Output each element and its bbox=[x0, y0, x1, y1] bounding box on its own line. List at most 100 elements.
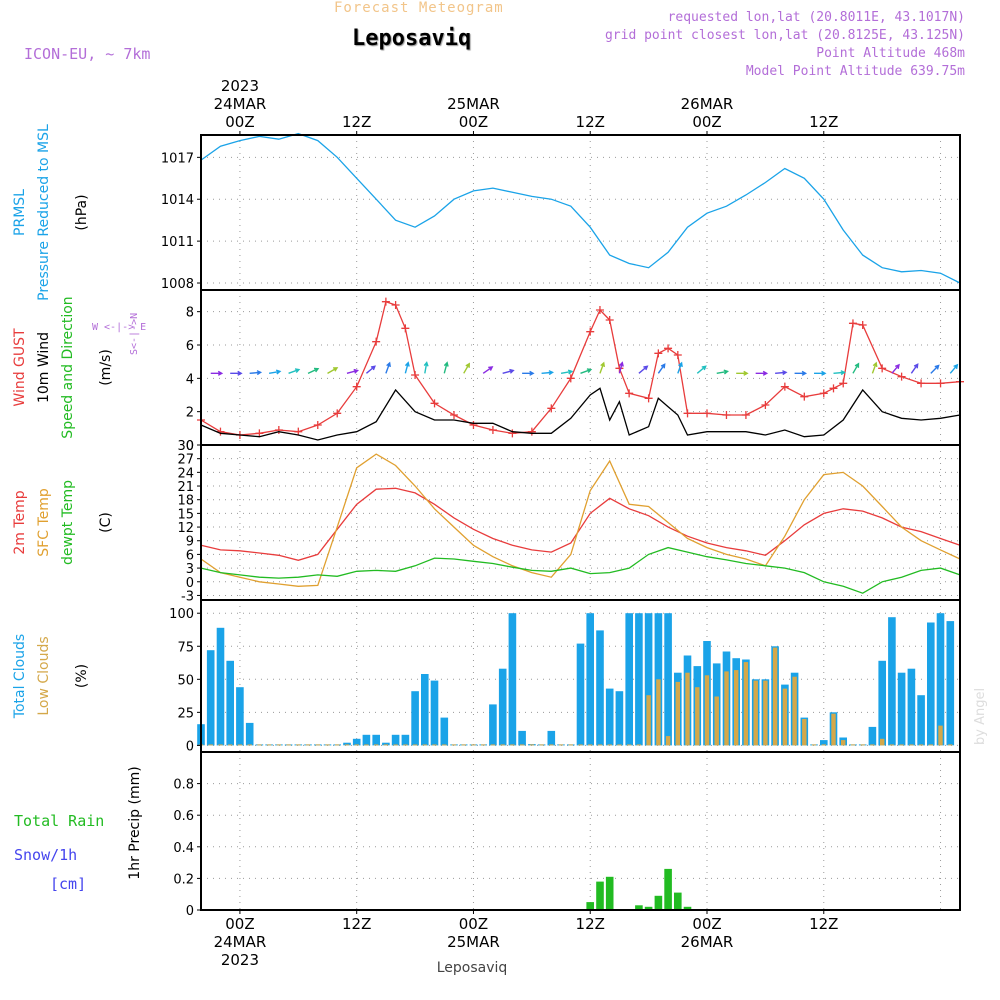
total-cloud-bar bbox=[401, 734, 410, 746]
low-cloud-bar bbox=[237, 744, 243, 746]
y-tick-label: 24 bbox=[177, 466, 194, 481]
wind-direction-arrow bbox=[404, 361, 410, 374]
total-cloud-bar bbox=[391, 734, 400, 746]
y-tick-label: 6 bbox=[186, 339, 194, 354]
low-cloud-bar bbox=[734, 670, 739, 746]
total-cloud-bar bbox=[226, 660, 234, 746]
low-cloud-bar bbox=[675, 681, 680, 746]
gust-marker bbox=[761, 401, 770, 409]
gust-marker bbox=[547, 404, 556, 413]
low-cloud-bar bbox=[860, 744, 865, 746]
low-cloud-bar bbox=[403, 744, 408, 746]
gust-marker bbox=[450, 411, 458, 419]
gust-marker bbox=[829, 384, 838, 393]
low-cloud-bar bbox=[228, 744, 233, 746]
wind-direction-arrow bbox=[657, 363, 666, 374]
y-tick-label: 0.4 bbox=[173, 841, 194, 856]
time-label-top: 00Z bbox=[692, 113, 721, 131]
gust-marker bbox=[839, 379, 848, 388]
gust-marker bbox=[848, 319, 857, 328]
location-title: Leposaviq bbox=[352, 26, 472, 51]
y-tick-label: 27 bbox=[177, 453, 194, 468]
y-tick-label: 4 bbox=[186, 372, 194, 387]
gust-marker bbox=[780, 382, 789, 391]
gust-marker bbox=[625, 389, 634, 398]
low-cloud-bar bbox=[918, 744, 924, 746]
low-cloud-bar bbox=[636, 744, 642, 746]
gust-marker bbox=[664, 344, 673, 353]
low-cloud-bar bbox=[451, 744, 457, 746]
time-label-bottom: 12Z bbox=[342, 915, 371, 933]
low-cloud-bar bbox=[461, 744, 466, 746]
low-cloud-bar bbox=[432, 744, 437, 746]
footer-location-label: Leposaviq bbox=[437, 960, 508, 976]
low-cloud-bar bbox=[753, 680, 758, 746]
time-label-bottom: 00Z bbox=[459, 915, 488, 933]
low-cloud-bar bbox=[948, 744, 953, 746]
gust-marker bbox=[381, 297, 390, 306]
low-cloud-bar bbox=[724, 671, 729, 746]
low-cloud-bar bbox=[772, 647, 778, 746]
gust-marker bbox=[654, 349, 663, 358]
series-line bbox=[200, 132, 961, 284]
model-label: ICON-EU, ~ 7km bbox=[24, 45, 151, 63]
low-cloud-bar bbox=[383, 744, 389, 746]
total-cloud-bar bbox=[605, 688, 614, 746]
panel-label: Total Rain bbox=[14, 812, 104, 830]
gust-marker bbox=[605, 316, 614, 324]
low-cloud-bar bbox=[850, 744, 856, 746]
panel-label: 2m Temp bbox=[12, 490, 28, 554]
time-label-bottom: 26MAR bbox=[681, 933, 734, 951]
gust-marker bbox=[391, 301, 400, 309]
rain-bar bbox=[674, 892, 682, 910]
panel-unit: (m/s) bbox=[98, 349, 114, 386]
time-label-top: 12Z bbox=[809, 113, 838, 131]
wind-direction-arrow bbox=[736, 370, 749, 376]
y-tick-label: 1011 bbox=[161, 235, 194, 250]
panel-unit: (%) bbox=[74, 664, 90, 688]
compass-ew-label: W <-|-> E bbox=[92, 322, 146, 333]
series-line bbox=[200, 546, 961, 594]
y-tick-label: 1008 bbox=[161, 277, 194, 292]
total-cloud-bar bbox=[927, 622, 935, 746]
gust-marker bbox=[722, 411, 731, 419]
y-tick-label: 0.2 bbox=[173, 872, 194, 887]
time-label-bottom: 2023 bbox=[221, 951, 259, 969]
total-cloud-bar bbox=[547, 730, 556, 746]
low-cloud-bar bbox=[393, 744, 398, 746]
y-tick-label: 1017 bbox=[161, 151, 194, 166]
low-cloud-bar bbox=[374, 744, 379, 746]
low-cloud-bar bbox=[519, 744, 525, 746]
low-cloud-bar bbox=[909, 744, 914, 746]
low-cloud-bar bbox=[549, 744, 554, 746]
panel-frame bbox=[200, 134, 961, 291]
total-cloud-bar bbox=[430, 680, 439, 746]
low-cloud-bar bbox=[335, 744, 340, 746]
y-tick-label: 2 bbox=[186, 406, 194, 421]
low-cloud-bar bbox=[617, 744, 622, 746]
y-tick-label: 6 bbox=[186, 548, 194, 563]
low-cloud-bar bbox=[539, 744, 544, 746]
gust-marker bbox=[352, 382, 361, 391]
total-cloud-bar bbox=[489, 704, 497, 746]
info-requested-coords: requested lon,lat (20.8011E, 43.1017N) bbox=[667, 10, 965, 25]
low-cloud-bar bbox=[889, 744, 895, 746]
rain-bar bbox=[586, 902, 594, 910]
wind-direction-arrow bbox=[385, 361, 391, 374]
total-cloud-bar bbox=[596, 630, 604, 746]
low-cloud-bar bbox=[665, 736, 671, 746]
wind-direction-arrow bbox=[891, 363, 900, 374]
low-cloud-bar bbox=[578, 744, 583, 746]
low-cloud-bar bbox=[325, 744, 330, 746]
y-tick-label: 75 bbox=[177, 640, 194, 655]
panel-label: Low Clouds bbox=[36, 636, 52, 715]
low-cloud-bar bbox=[344, 744, 350, 746]
panel-label: Pressure Reduced to MSL bbox=[36, 124, 52, 301]
wind-direction-arrow bbox=[522, 370, 535, 376]
rain-bar bbox=[683, 906, 692, 910]
time-label-top: 00Z bbox=[225, 113, 254, 131]
gust-marker bbox=[644, 394, 653, 403]
total-cloud-bar bbox=[897, 672, 906, 746]
panel-label: Wind GUST bbox=[12, 328, 28, 407]
